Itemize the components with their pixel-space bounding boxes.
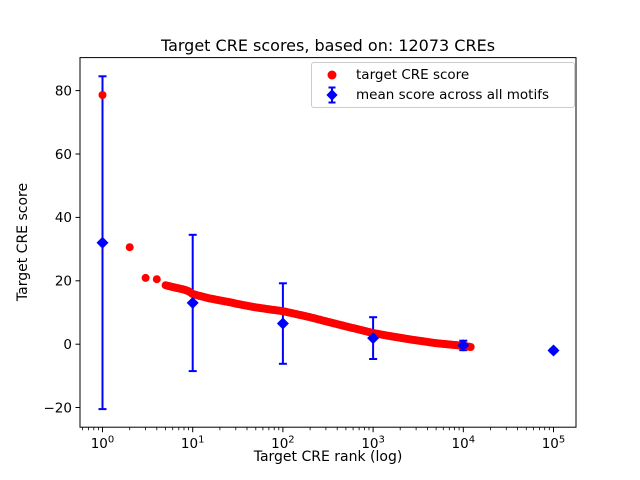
legend-label-mean-score: mean score across all motifs bbox=[356, 86, 550, 103]
blue-diamond-errorbar-marker-icon bbox=[326, 86, 338, 104]
legend-item-target-cre-score: target CRE score bbox=[318, 66, 568, 85]
svg-text:20: 20 bbox=[55, 274, 72, 290]
legend-item-mean-score: mean score across all motifs bbox=[318, 85, 568, 104]
svg-text:80: 80 bbox=[55, 83, 72, 99]
svg-text:60: 60 bbox=[55, 147, 72, 163]
legend-label-target-cre-score: target CRE score bbox=[356, 67, 470, 84]
red-circle-marker-icon bbox=[327, 70, 337, 80]
chart-title: Target CRE scores, based on: 12073 CREs bbox=[160, 36, 496, 55]
svg-text:40: 40 bbox=[55, 210, 72, 226]
x-axis-label: Target CRE rank (log) bbox=[253, 449, 403, 465]
svg-text:0: 0 bbox=[63, 337, 72, 353]
svg-text:−20: −20 bbox=[44, 400, 73, 416]
legend: target CRE score mean score across all m… bbox=[311, 62, 575, 108]
y-axis-label: Target CRE score bbox=[15, 182, 31, 302]
